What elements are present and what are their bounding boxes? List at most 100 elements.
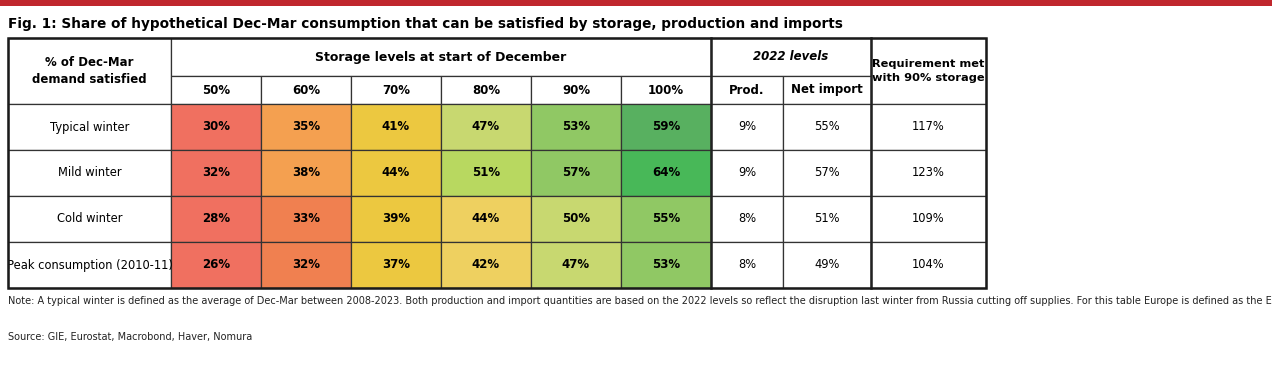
Bar [441,150,530,196]
Text: 50%: 50% [202,83,230,97]
Bar [8,38,170,104]
Text: 32%: 32% [202,167,230,179]
Text: 49%: 49% [814,259,840,271]
Bar [711,104,784,150]
Text: 28%: 28% [202,213,230,225]
Bar [784,242,871,288]
Text: 26%: 26% [202,259,230,271]
Bar [170,196,261,242]
Text: 100%: 100% [647,83,684,97]
Bar [351,150,441,196]
Text: Fig. 1: Share of hypothetical Dec-Mar consumption that can be satisfied by stora: Fig. 1: Share of hypothetical Dec-Mar co… [8,17,843,31]
Text: 8%: 8% [738,213,756,225]
Bar [711,242,784,288]
Bar [711,196,784,242]
Bar [170,76,261,104]
Text: Peak consumption (2010-11): Peak consumption (2010-11) [6,259,173,271]
Bar [441,104,530,150]
Bar [261,104,351,150]
Text: 38%: 38% [293,167,321,179]
Text: 44%: 44% [472,213,500,225]
Text: 50%: 50% [562,213,590,225]
Bar [170,150,261,196]
Bar [351,196,441,242]
Text: 42%: 42% [472,259,500,271]
Bar [711,150,784,196]
Bar [530,150,621,196]
Bar [351,242,441,288]
Text: 53%: 53% [653,259,681,271]
Bar [170,38,711,76]
Bar [351,104,441,150]
Text: 44%: 44% [382,167,410,179]
Text: 33%: 33% [293,213,321,225]
Text: 51%: 51% [472,167,500,179]
Bar [711,76,784,104]
Bar [170,242,261,288]
Text: 64%: 64% [651,167,681,179]
Bar [8,38,986,288]
Bar [8,150,170,196]
Text: Typical winter: Typical winter [50,121,130,133]
Text: 8%: 8% [738,259,756,271]
Text: 117%: 117% [912,121,945,133]
Text: Storage levels at start of December: Storage levels at start of December [315,51,566,63]
Text: 37%: 37% [382,259,410,271]
Bar [621,104,711,150]
Bar [530,242,621,288]
Bar [871,38,986,104]
Text: Requirement met
with 90% storage: Requirement met with 90% storage [873,60,985,83]
Bar [261,196,351,242]
Text: 9%: 9% [738,167,756,179]
Bar [784,104,871,150]
Text: 51%: 51% [814,213,840,225]
Text: Source: GIE, Eurostat, Macrobond, Haver, Nomura: Source: GIE, Eurostat, Macrobond, Haver,… [8,332,252,342]
Bar [711,38,871,76]
Bar [530,104,621,150]
Text: 57%: 57% [814,167,840,179]
Text: 70%: 70% [382,83,410,97]
Bar [8,242,170,288]
Text: 9%: 9% [738,121,756,133]
Bar [871,150,986,196]
Text: 55%: 55% [814,121,840,133]
Text: Mild winter: Mild winter [57,167,121,179]
Bar [784,196,871,242]
Bar [621,76,711,104]
Text: 47%: 47% [562,259,590,271]
Bar [871,242,986,288]
Text: 30%: 30% [202,121,230,133]
Text: 123%: 123% [912,167,945,179]
Text: 90%: 90% [562,83,590,97]
Text: % of Dec-Mar
demand satisfied: % of Dec-Mar demand satisfied [32,56,146,86]
Text: 35%: 35% [293,121,321,133]
Text: 59%: 59% [651,121,681,133]
Bar [261,242,351,288]
Text: 53%: 53% [562,121,590,133]
Text: 104%: 104% [912,259,945,271]
Text: 57%: 57% [562,167,590,179]
Bar [8,196,170,242]
Text: 32%: 32% [293,259,321,271]
Text: 55%: 55% [651,213,681,225]
Bar [621,242,711,288]
Bar [530,76,621,104]
Bar [621,196,711,242]
Bar [784,150,871,196]
Bar [871,104,986,150]
Text: 109%: 109% [912,213,945,225]
Bar [0,0,1272,6]
Text: Note: A typical winter is defined as the average of Dec-Mar between 2008-2023. B: Note: A typical winter is defined as the… [8,296,1272,306]
Bar [621,150,711,196]
Text: Net import: Net import [791,83,862,97]
Bar [8,104,170,150]
Bar [441,196,530,242]
Bar [784,76,871,104]
Text: 39%: 39% [382,213,410,225]
Bar [261,76,351,104]
Text: 2022 levels: 2022 levels [753,51,828,63]
Text: 60%: 60% [293,83,321,97]
Bar [871,196,986,242]
Bar [530,196,621,242]
Text: 80%: 80% [472,83,500,97]
